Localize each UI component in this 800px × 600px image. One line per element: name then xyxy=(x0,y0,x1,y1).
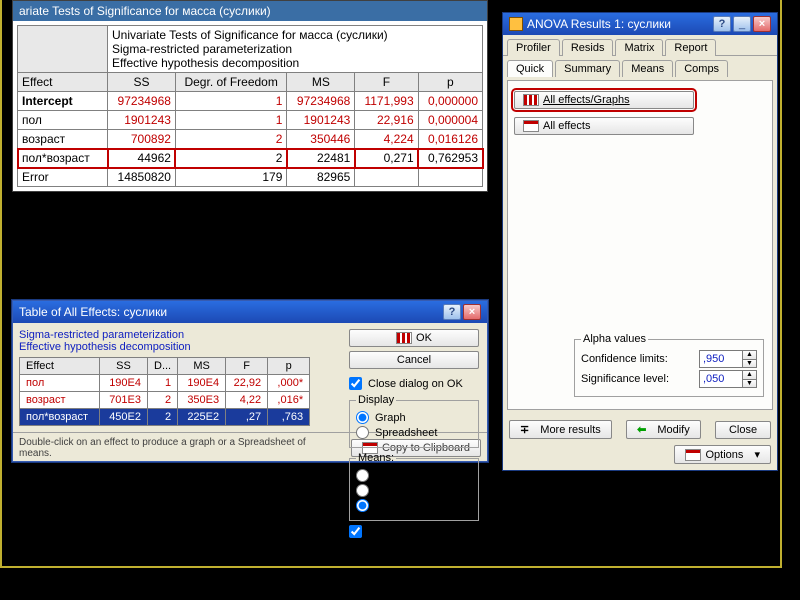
sig-label: Significance level: xyxy=(581,373,693,385)
win2-title-text: Table of All Effects: суслики xyxy=(19,305,167,319)
means-group: Means: Unweighted Weighted Least squares xyxy=(349,452,479,521)
tab-profiler[interactable]: Profiler xyxy=(507,39,560,56)
close-dialog-checkbox[interactable]: Close dialog on OK xyxy=(349,377,479,390)
tab-quick[interactable]: Quick xyxy=(507,60,553,77)
alpha-legend: Alpha values xyxy=(581,333,648,345)
significance-input[interactable] xyxy=(700,371,742,387)
tabs-row2: Quick Summary Means Comps xyxy=(503,56,777,76)
means-legend: Means: xyxy=(356,452,396,464)
ecol-d: D... xyxy=(148,358,178,375)
close-icon[interactable]: × xyxy=(753,16,771,32)
col-p: p xyxy=(418,73,482,92)
ok-button[interactable]: OK xyxy=(349,329,479,347)
tab-matrix[interactable]: Matrix xyxy=(615,39,663,56)
anova-output-window: ariate Tests of Significance for масса (… xyxy=(12,0,488,192)
compute-se-checkbox[interactable]: Compute std. errors xyxy=(349,525,479,538)
significance-spinbox[interactable]: ▲▼ xyxy=(699,370,757,388)
table-row[interactable]: возраст701E32350E34,22,016* xyxy=(20,392,310,409)
anova-table: Univariate Tests of Significance for мас… xyxy=(17,25,483,187)
confidence-input[interactable] xyxy=(700,351,742,367)
table-row[interactable]: пол190E41190E422,92,000* xyxy=(20,375,310,392)
tab-means[interactable]: Means xyxy=(622,60,673,77)
app-icon xyxy=(509,17,523,31)
win1-titlebar: ariate Tests of Significance for масса (… xyxy=(13,1,487,21)
ecol-effect: Effect xyxy=(20,358,100,375)
win3-titlebar: ANOVA Results 1: суслики ? _ × xyxy=(503,13,777,35)
means-weighted-radio[interactable]: Weighted xyxy=(356,484,472,497)
chevron-down-icon: ▾ xyxy=(754,448,760,461)
bars-icon xyxy=(396,332,412,344)
tab-comps[interactable]: Comps xyxy=(675,60,728,77)
effects-table[interactable]: Effect SS D... MS F p пол190E41190E422,9… xyxy=(19,357,310,426)
help-button[interactable]: ? xyxy=(443,304,461,320)
tab-resids[interactable]: Resids xyxy=(562,39,614,56)
ecol-ss: SS xyxy=(100,358,148,375)
col-f: F xyxy=(355,73,418,92)
col-df: Degr. of Freedom xyxy=(175,73,286,92)
display-graph-radio[interactable]: Graph xyxy=(356,411,472,424)
help-button[interactable]: ? xyxy=(713,16,731,32)
tabs-row1: Profiler Resids Matrix Report xyxy=(503,35,777,56)
table-row: Intercept972349681972349681171,9930,0000… xyxy=(18,92,483,111)
options-icon xyxy=(685,449,701,461)
ecol-f: F xyxy=(226,358,268,375)
display-legend: Display xyxy=(356,394,396,406)
effect-col-empty xyxy=(18,26,108,73)
table-row: Error1485082017982965 xyxy=(18,168,483,187)
options-button[interactable]: Options ▾ xyxy=(674,445,771,464)
bars-icon xyxy=(523,94,539,106)
tab-report[interactable]: Report xyxy=(665,39,716,56)
close-button[interactable]: Close xyxy=(715,421,771,439)
spin-up-icon[interactable]: ▲ xyxy=(742,371,756,379)
minimize-button[interactable]: _ xyxy=(733,16,751,32)
conf-label: Confidence limits: xyxy=(581,353,693,365)
anova-desc: Univariate Tests of Significance for мас… xyxy=(108,26,483,73)
table-row: пол19012431190124322,9160,000004 xyxy=(18,111,483,130)
all-effects-graphs-button[interactable]: All effects/Graphs xyxy=(514,91,694,109)
tab-page-quick: All effects/Graphs All effects Alpha val… xyxy=(507,80,773,410)
spin-down-icon[interactable]: ▼ xyxy=(742,359,756,367)
display-group: Display Graph Spreadsheet xyxy=(349,394,479,448)
means-unweighted-radio[interactable]: Unweighted xyxy=(356,469,472,482)
alpha-values-group: Alpha values Confidence limits: ▲▼ Signi… xyxy=(574,333,764,397)
sheet-icon xyxy=(523,120,539,132)
confidence-spinbox[interactable]: ▲▼ xyxy=(699,350,757,368)
ecol-p: p xyxy=(268,358,310,375)
spin-up-icon[interactable]: ▲ xyxy=(742,351,756,359)
table-row[interactable]: пол*возраст450E22225E2,27,763 xyxy=(20,409,310,426)
col-effect: Effect xyxy=(18,73,108,92)
more-results-button[interactable]: ∓ More results xyxy=(509,420,612,439)
tab-summary[interactable]: Summary xyxy=(555,60,620,77)
ecol-ms: MS xyxy=(178,358,226,375)
display-spreadsheet-radio[interactable]: Spreadsheet xyxy=(356,426,472,439)
spin-down-icon[interactable]: ▼ xyxy=(742,379,756,387)
modify-button[interactable]: ⬅ Modify xyxy=(626,420,701,439)
win3-title-text: ANOVA Results 1: суслики xyxy=(527,17,671,31)
close-icon[interactable]: × xyxy=(463,304,481,320)
col-ms: MS xyxy=(287,73,355,92)
means-leastsq-radio[interactable]: Least squares xyxy=(356,499,472,512)
cancel-button[interactable]: Cancel xyxy=(349,351,479,369)
table-row: возраст70089223504464,2240,016126 xyxy=(18,130,483,149)
all-effects-button[interactable]: All effects xyxy=(514,117,694,135)
all-effects-dialog: Table of All Effects: суслики ? × Sigma-… xyxy=(12,300,488,462)
win2-titlebar: Table of All Effects: суслики ? × xyxy=(13,301,487,323)
foot-hint: Double-click on an effect to produce a g… xyxy=(19,437,341,459)
table-row: пол*возраст449622224810,2710,762953 xyxy=(18,149,483,168)
col-ss: SS xyxy=(108,73,176,92)
anova-results-dialog: ANOVA Results 1: суслики ? _ × Profiler … xyxy=(502,12,778,471)
